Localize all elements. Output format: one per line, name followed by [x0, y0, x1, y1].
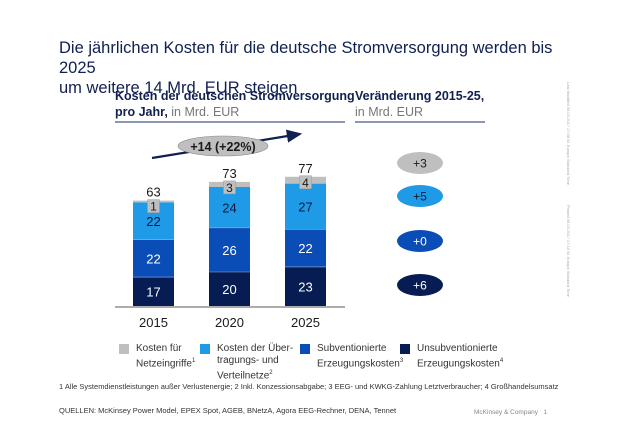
chart-header-right: Veränderung 2015-25, in Mrd. EUR [355, 88, 484, 120]
bar-total-2015: 63 [146, 185, 160, 200]
bar-segment-2015-1 [133, 239, 174, 278]
brand-name: McKinsey & Company [474, 409, 538, 416]
legend-swatch [300, 344, 310, 354]
bar-segment-2025-2 [285, 183, 326, 230]
legend-swatch [400, 344, 410, 354]
legend-label: Kosten der Über-tragungs- und Verteilnetz… [217, 343, 294, 382]
page-number: 1 [543, 409, 547, 416]
bar-label-2025-netzeingriffe: 4 [302, 176, 309, 190]
title-line-2: um weitere 14 Mrd. EUR steigen [59, 79, 298, 97]
change-label-2: +0 [413, 235, 427, 249]
bar-label-bg-2025 [299, 175, 312, 190]
growth-label: +14 (+22%) [190, 140, 255, 154]
footnote: 1 Alle Systemdienstleistungen außer Verl… [59, 382, 559, 391]
bar-total-2020: 73 [222, 166, 236, 181]
chart-header-right-bold: Veränderung 2015-25, [355, 89, 485, 103]
chart-header-left-bold2: pro Jahr, [115, 105, 168, 119]
brand-footer: McKinsey & Company 1 [474, 409, 547, 416]
chart-header-right-unit: in Mrd. EUR [355, 105, 424, 119]
header-underline-right [355, 121, 485, 123]
change-badge-2 [397, 230, 443, 252]
bar-segment-2025-0 [285, 266, 326, 306]
bar-segment-2020-1 [209, 227, 250, 272]
legend-label: Unsubventionierte Erzeugungskosten4 [417, 343, 504, 370]
legend-swatch [200, 344, 210, 354]
bar-segment-2020-0 [209, 272, 250, 306]
bar-label-2015-netzeingriffe: 1 [150, 200, 157, 214]
legend-label: Subventionierte Erzeugungskosten3 [317, 343, 404, 370]
x-tick-label-2020: 2020 [215, 315, 244, 330]
bar-label-2015-2: 22 [146, 214, 160, 229]
last-modified-stamp: Last Modified 06.03.2017 17:08 W. Europe… [566, 82, 571, 185]
bar-label-2015-0: 17 [146, 285, 160, 300]
bar-label-2025-0: 23 [298, 279, 312, 294]
change-badge-3 [397, 274, 443, 296]
change-label-1: +5 [413, 190, 427, 204]
bar-label-2025-2: 27 [298, 200, 312, 215]
bar-label-bg-2015 [147, 199, 160, 213]
x-tick-label-2025: 2025 [291, 315, 320, 330]
bar-label-2015-1: 22 [146, 251, 160, 266]
legend-label: Kosten für Netzeingriffe1 [136, 343, 196, 370]
bar-segment-2025-1 [285, 229, 326, 267]
change-label-0: +3 [413, 157, 427, 171]
chart-header-left-bold: Kosten der deutschen Stromversorgung [115, 89, 355, 103]
growth-badge [177, 135, 269, 157]
change-label-3: +6 [413, 279, 427, 293]
legend-swatch [119, 344, 129, 354]
bar-label-2025-1: 22 [298, 241, 312, 256]
page-title: Die jährlichen Kosten für die deutsche S… [59, 38, 559, 98]
bar-label-2020-2: 24 [222, 200, 236, 215]
bar-label-2020-netzeingriffe: 3 [226, 181, 233, 195]
bar-label-bg-2020 [223, 180, 236, 195]
x-tick-label-2015: 2015 [139, 315, 168, 330]
header-underline-left [115, 121, 345, 123]
change-badge-0 [397, 152, 443, 174]
bar-segment-2015-0 [133, 277, 174, 306]
bar-total-2025: 77 [298, 161, 312, 176]
chart-header-left: Kosten der deutschen Stromversorgung pro… [115, 88, 355, 120]
bar-label-2020-1: 26 [222, 243, 236, 258]
sources: QUELLEN: McKinsey Power Model, EPEX Spot… [59, 406, 397, 415]
change-badge-1 [397, 185, 443, 207]
printed-stamp: Printed 06.03.2017 17:10 W. Europe Stand… [566, 205, 571, 297]
chart-header-left-unit: in Mrd. EUR [167, 105, 240, 119]
title-line-1: Die jährlichen Kosten für die deutsche S… [59, 39, 553, 77]
bar-label-2020-0: 20 [222, 282, 236, 297]
